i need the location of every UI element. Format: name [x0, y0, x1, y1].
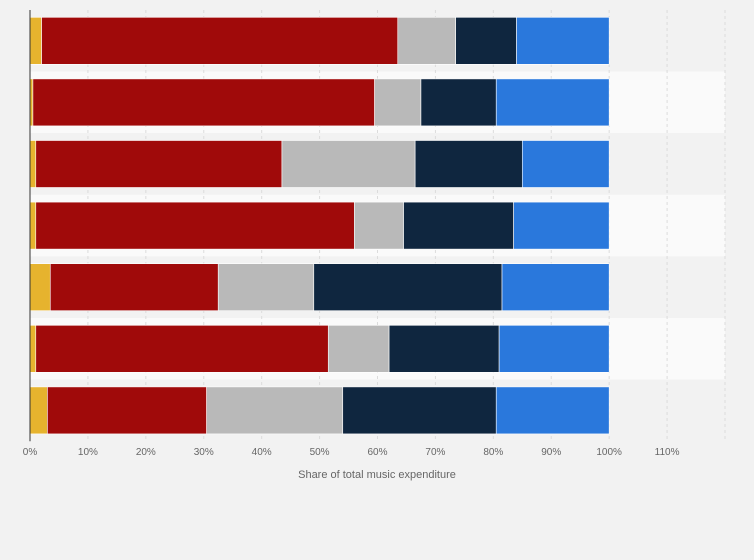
- bar-segment[interactable]: [313, 263, 503, 312]
- x-tick-label: 110%: [655, 447, 680, 458]
- bar-segment[interactable]: [403, 201, 514, 250]
- bar-segment[interactable]: [388, 324, 500, 373]
- bar-segment[interactable]: [495, 386, 610, 435]
- bar-segment[interactable]: [397, 16, 456, 65]
- x-tick-label: 10%: [78, 447, 98, 458]
- bar-segment[interactable]: [29, 16, 42, 65]
- bar-segment[interactable]: [29, 201, 37, 250]
- bar-segment[interactable]: [32, 78, 375, 127]
- x-tick-label: 20%: [136, 447, 156, 458]
- bar-segment[interactable]: [49, 263, 219, 312]
- bar-segment[interactable]: [374, 78, 422, 127]
- bar-segment[interactable]: [206, 386, 344, 435]
- bar-segment[interactable]: [327, 324, 390, 373]
- x-axis-title: Share of total music expenditure: [298, 469, 456, 481]
- x-tick-label: 100%: [596, 447, 622, 458]
- bar-segment[interactable]: [501, 263, 610, 312]
- bar-segment[interactable]: [29, 324, 37, 373]
- bar-segment[interactable]: [342, 386, 497, 435]
- bar-segment[interactable]: [281, 140, 416, 188]
- bar-segment[interactable]: [521, 140, 610, 188]
- bar-segment[interactable]: [29, 386, 48, 435]
- bar-segment[interactable]: [420, 78, 497, 127]
- bar-segment[interactable]: [35, 140, 283, 188]
- bar-segment[interactable]: [354, 201, 404, 250]
- bar-segment[interactable]: [41, 16, 399, 65]
- x-tick-label: 70%: [425, 447, 445, 458]
- bar-segment[interactable]: [47, 386, 207, 435]
- bar-segment[interactable]: [414, 140, 523, 188]
- bar-segment[interactable]: [35, 201, 355, 250]
- bar-segment[interactable]: [455, 16, 517, 65]
- x-tick-label: 90%: [541, 447, 561, 458]
- x-tick-label: 50%: [310, 447, 330, 458]
- bar-segment[interactable]: [217, 263, 315, 312]
- x-tick-label: 60%: [367, 447, 387, 458]
- bar-segment[interactable]: [513, 201, 610, 250]
- bar-segment[interactable]: [495, 78, 610, 127]
- x-tick-labels: 0% 10% 20% 30% 40% 50% 60% 70% 80% 90% 100% 110%: [23, 447, 680, 458]
- x-tick-label: 0%: [23, 447, 38, 458]
- bars: [29, 16, 610, 435]
- bar-segment[interactable]: [29, 263, 51, 312]
- bar-segment[interactable]: [35, 324, 329, 373]
- x-tick-label: 80%: [483, 447, 503, 458]
- x-tick-label: 30%: [194, 447, 214, 458]
- bar-segment[interactable]: [516, 16, 610, 65]
- bar-segment[interactable]: [498, 324, 610, 373]
- bar-segment[interactable]: [29, 140, 37, 188]
- x-tick-label: 40%: [252, 447, 272, 458]
